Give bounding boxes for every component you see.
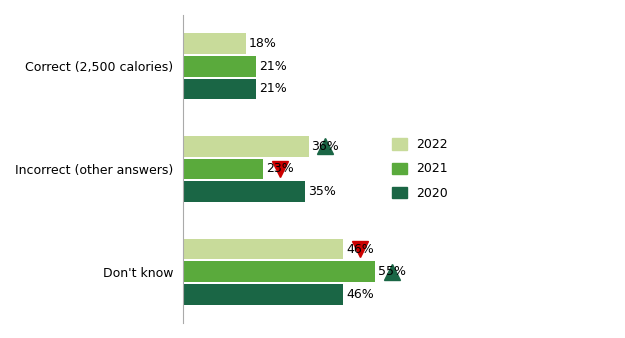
Bar <box>183 159 263 179</box>
Bar <box>183 79 256 99</box>
Text: 21%: 21% <box>259 60 287 73</box>
Text: 55%: 55% <box>378 265 406 278</box>
Text: 36%: 36% <box>311 140 339 153</box>
Bar <box>183 56 256 77</box>
Text: 35%: 35% <box>308 185 336 198</box>
Text: 46%: 46% <box>346 243 374 256</box>
Text: 23%: 23% <box>266 163 294 175</box>
Bar <box>183 284 343 305</box>
Bar <box>183 261 375 282</box>
Text: 21%: 21% <box>259 82 287 95</box>
Bar <box>183 239 343 259</box>
Bar <box>183 136 309 157</box>
Text: 46%: 46% <box>346 288 374 301</box>
Bar <box>183 33 246 54</box>
Text: 18%: 18% <box>249 37 276 50</box>
Bar <box>183 181 305 202</box>
Legend: 2022, 2021, 2020: 2022, 2021, 2020 <box>387 133 453 205</box>
